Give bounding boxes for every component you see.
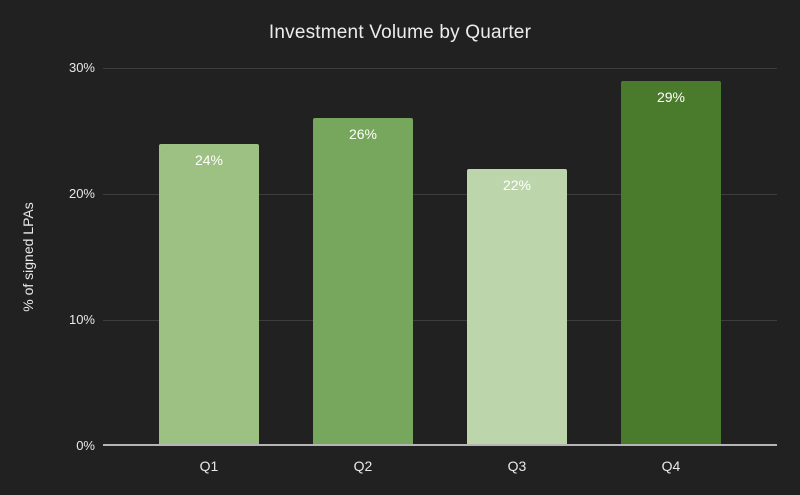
y-tick-label-30%: 30% — [68, 60, 95, 75]
y-tick-label-10%: 10% — [68, 312, 95, 327]
x-tick-label-q4: Q4 — [661, 458, 681, 474]
y-tick-label-0%: 0% — [76, 438, 95, 453]
bar-q2: 26% — [313, 118, 413, 444]
gridline-30% — [103, 68, 777, 69]
y-axis-title: % of signed LPAs — [20, 202, 36, 312]
bar-value-label-q2: 26% — [348, 126, 378, 143]
plot-area: 24% 26% 22% 29% — [103, 68, 777, 446]
bar-q3: 22% — [467, 168, 567, 444]
bar-q1: 24% — [159, 143, 259, 444]
bar-value-label-q1: 24% — [194, 151, 224, 168]
bar-value-label-q4: 29% — [656, 88, 686, 105]
bar-value-label-q3: 22% — [502, 176, 532, 193]
x-tick-label-q3: Q3 — [507, 458, 527, 474]
bar-q4: 29% — [621, 80, 721, 444]
x-tick-label-q2: Q2 — [353, 458, 373, 474]
x-axis-line — [103, 444, 777, 446]
gridline-20% — [103, 194, 777, 195]
chart-title: Investment Volume by Quarter — [268, 22, 532, 43]
y-tick-label-20%: 20% — [68, 186, 95, 201]
x-tick-label-q1: Q1 — [199, 458, 219, 474]
gridline-10% — [103, 320, 777, 321]
